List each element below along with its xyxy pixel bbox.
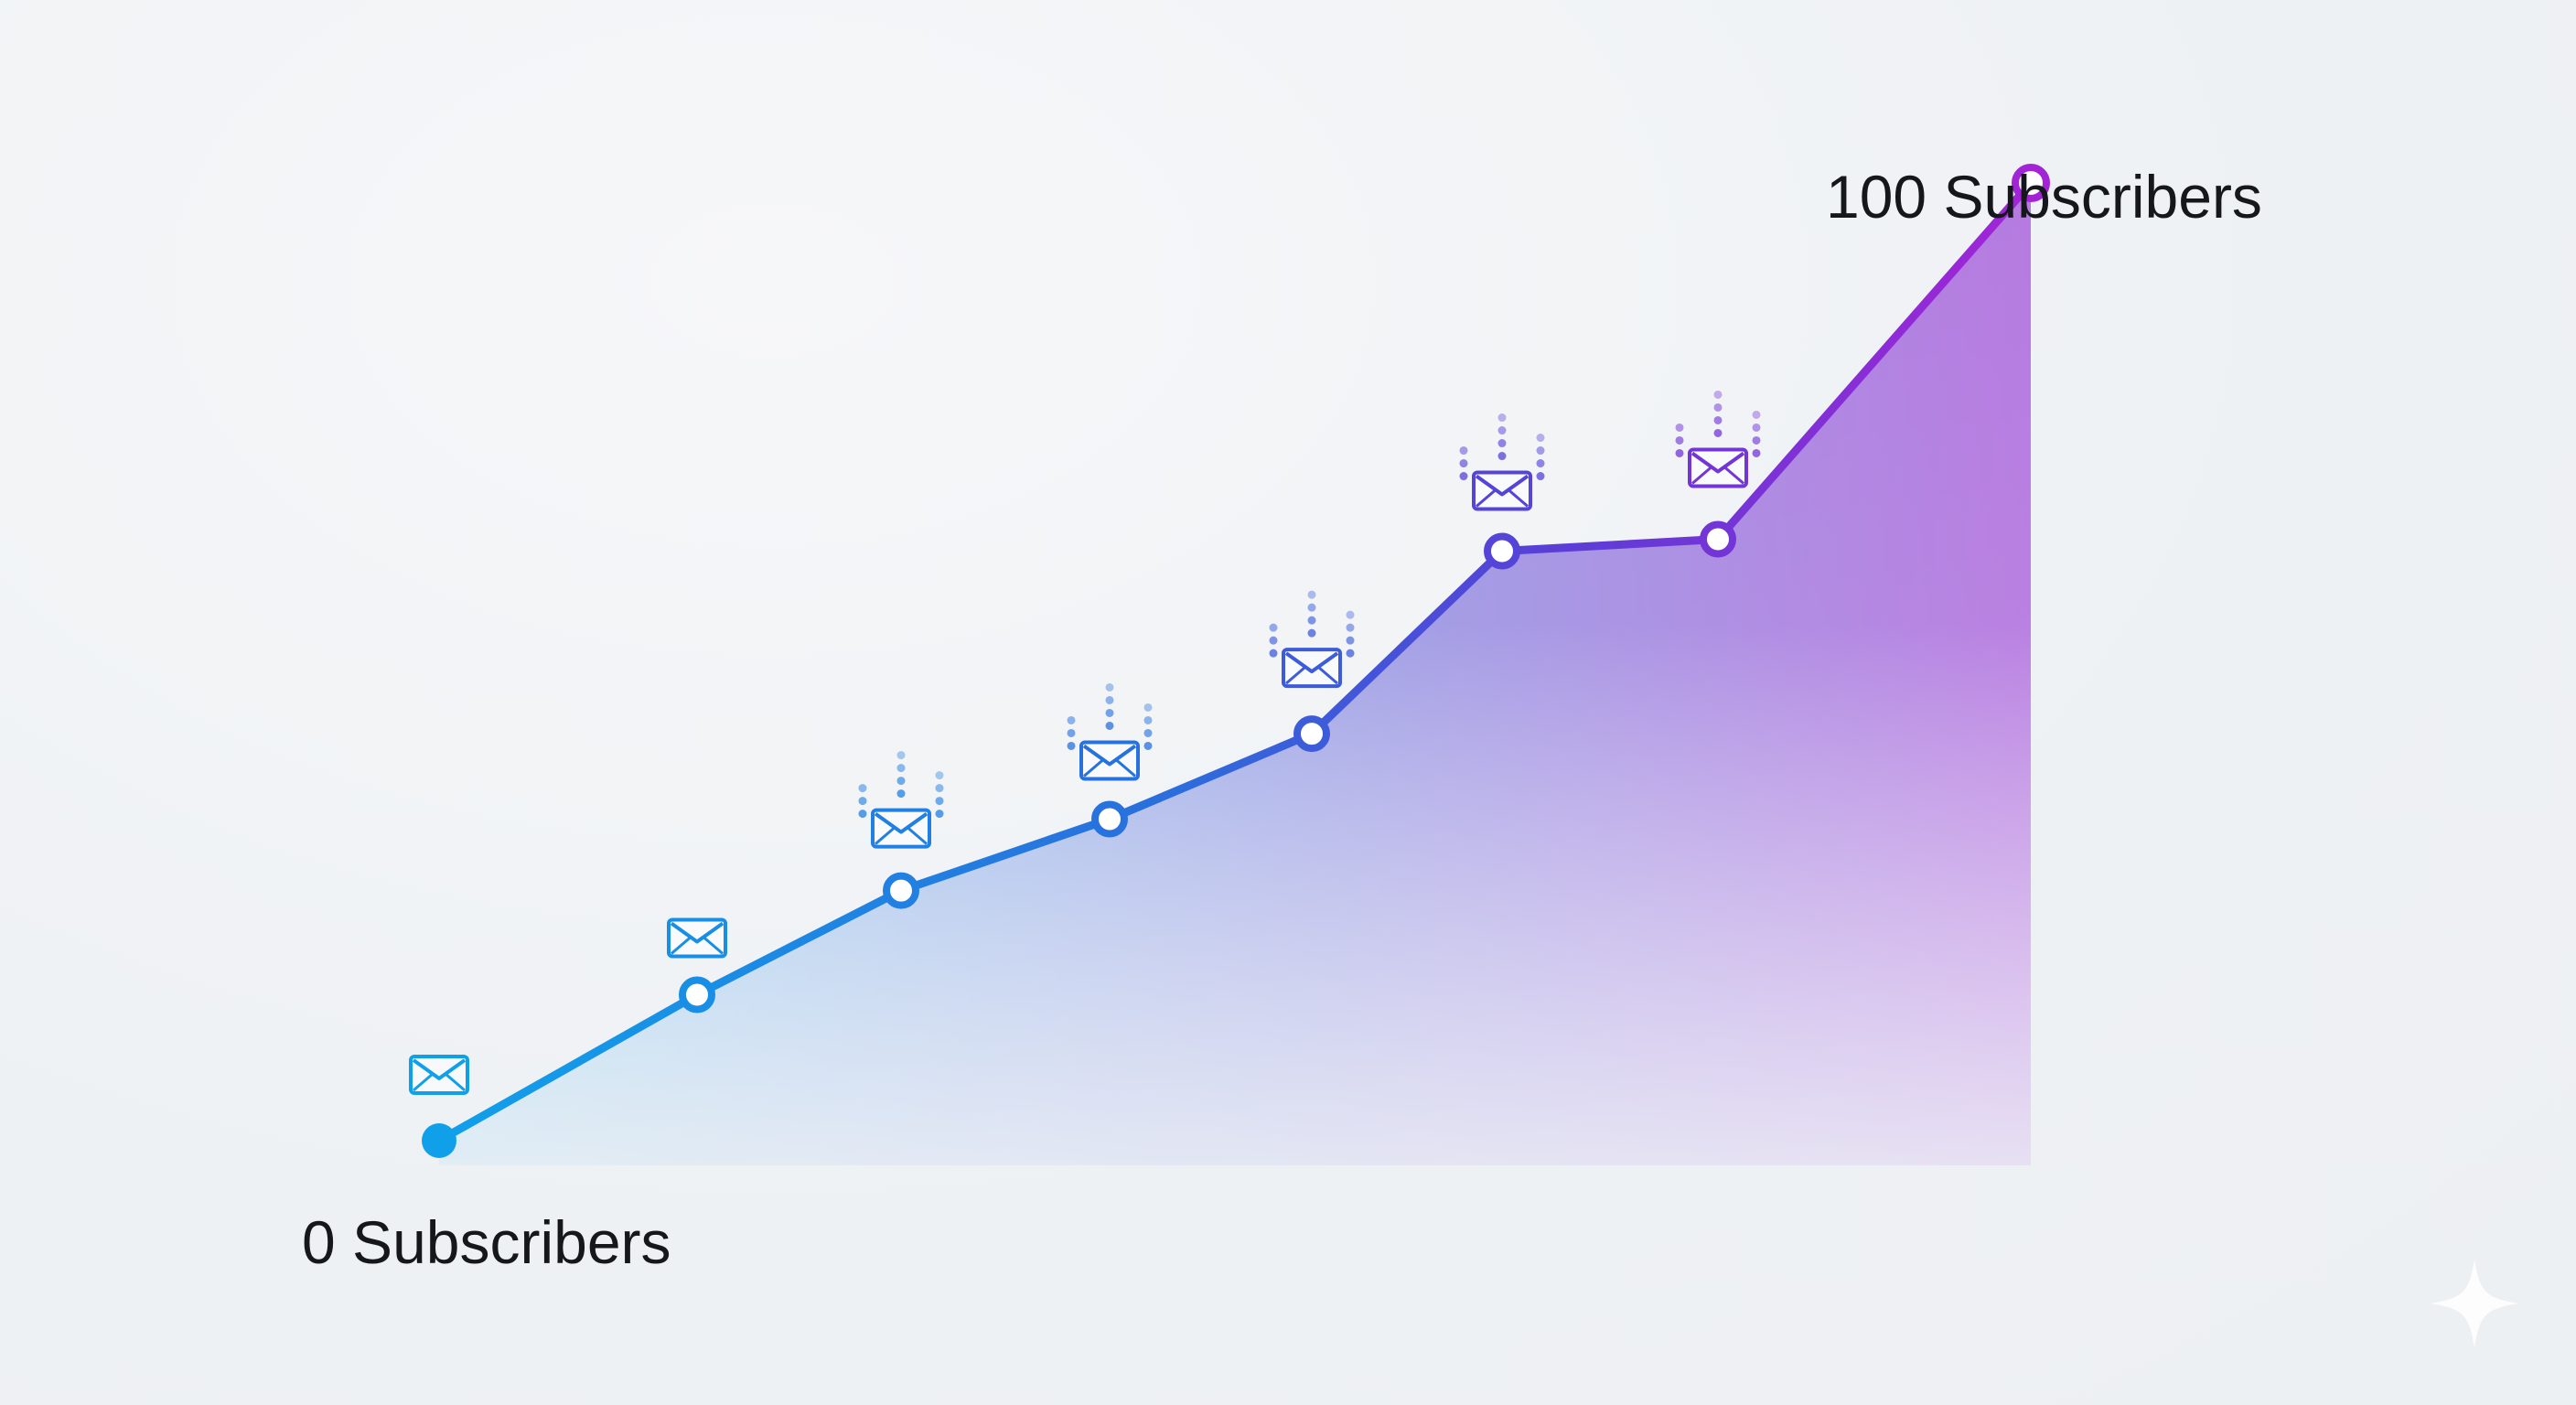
envelope-icon: [667, 917, 727, 959]
data-point: [2012, 163, 2050, 202]
envelope-icon: [1675, 390, 1761, 488]
sparkle-icon: [2431, 1260, 2518, 1347]
data-point: [1091, 800, 1128, 838]
signal-dots: [1675, 390, 1761, 457]
data-point: [1700, 520, 1736, 558]
signal-dots: [1269, 590, 1355, 658]
data-point: [679, 976, 715, 1014]
envelope-icon: [858, 751, 944, 849]
data-point: [422, 1123, 456, 1158]
area-fade: [439, 182, 2031, 1166]
data-point: [1484, 532, 1520, 570]
envelope-icon: [1459, 413, 1545, 511]
envelope-icon: [1269, 590, 1355, 689]
start-label: 0 Subscribers: [302, 1208, 671, 1276]
data-point: [883, 872, 919, 909]
end-label: 100 Subscribers: [1826, 163, 2262, 231]
signal-dots: [1459, 413, 1545, 481]
data-point: [1293, 715, 1330, 753]
signal-dots: [1067, 682, 1153, 750]
envelope-icon: [409, 1055, 469, 1095]
signal-dots: [858, 751, 944, 819]
envelope-icon: [1067, 682, 1153, 781]
series-line: [435, 178, 2035, 1145]
